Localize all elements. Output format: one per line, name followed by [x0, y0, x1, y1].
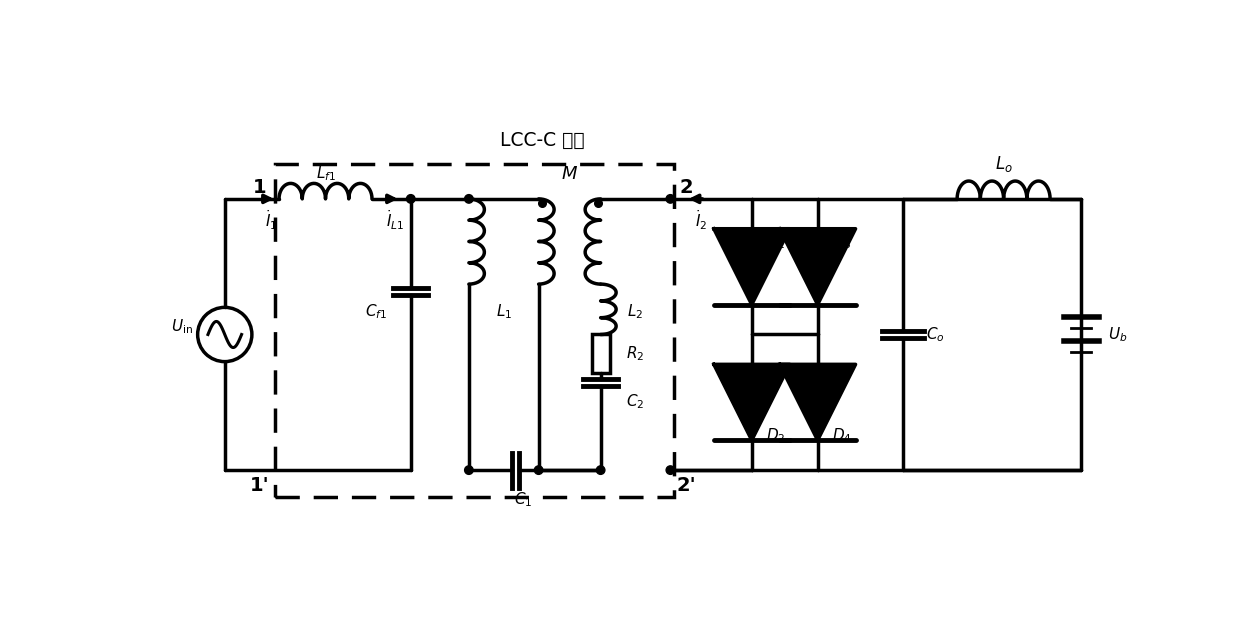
Text: $D_2$: $D_2$ [765, 426, 785, 444]
Text: $\dot{I}_1$: $\dot{I}_1$ [265, 209, 278, 232]
Text: $M$: $M$ [562, 165, 578, 183]
Circle shape [407, 195, 415, 203]
Text: 1: 1 [253, 178, 267, 197]
Circle shape [596, 466, 605, 474]
Text: $C_2$: $C_2$ [626, 392, 645, 411]
Polygon shape [780, 364, 856, 441]
Text: $L_{f1}$: $L_{f1}$ [315, 165, 336, 183]
Text: $D_1$: $D_1$ [765, 232, 785, 251]
Text: $C_1$: $C_1$ [513, 490, 532, 509]
Text: $C_{f1}$: $C_{f1}$ [365, 302, 387, 321]
Circle shape [465, 195, 474, 203]
Text: $L_o$: $L_o$ [994, 154, 1013, 174]
Polygon shape [780, 229, 856, 305]
Polygon shape [714, 229, 790, 305]
Text: 2: 2 [680, 178, 693, 197]
Bar [275, 164, 675, 497]
Bar [591, 334, 610, 373]
Circle shape [666, 466, 675, 474]
Text: LCC-C 补偿: LCC-C 补偿 [500, 131, 585, 150]
Text: $U_{\rm in}$: $U_{\rm in}$ [171, 318, 193, 336]
Text: $L_1$: $L_1$ [496, 302, 512, 321]
Circle shape [666, 195, 675, 203]
Polygon shape [714, 364, 790, 441]
Text: $\dot{I}_2$: $\dot{I}_2$ [696, 209, 708, 232]
Text: $\dot{I}_{L1}$: $\dot{I}_{L1}$ [386, 209, 404, 232]
Text: 2': 2' [676, 476, 696, 495]
Text: $U_b$: $U_b$ [1109, 325, 1127, 344]
Text: $D_3$: $D_3$ [832, 232, 851, 251]
Text: $L_2$: $L_2$ [627, 302, 644, 321]
Text: $R_2$: $R_2$ [626, 344, 645, 363]
Text: $D_4$: $D_4$ [832, 426, 852, 444]
Text: $C_o$: $C_o$ [926, 325, 945, 344]
Circle shape [534, 466, 543, 474]
Text: 1': 1' [249, 476, 269, 495]
Circle shape [465, 466, 474, 474]
